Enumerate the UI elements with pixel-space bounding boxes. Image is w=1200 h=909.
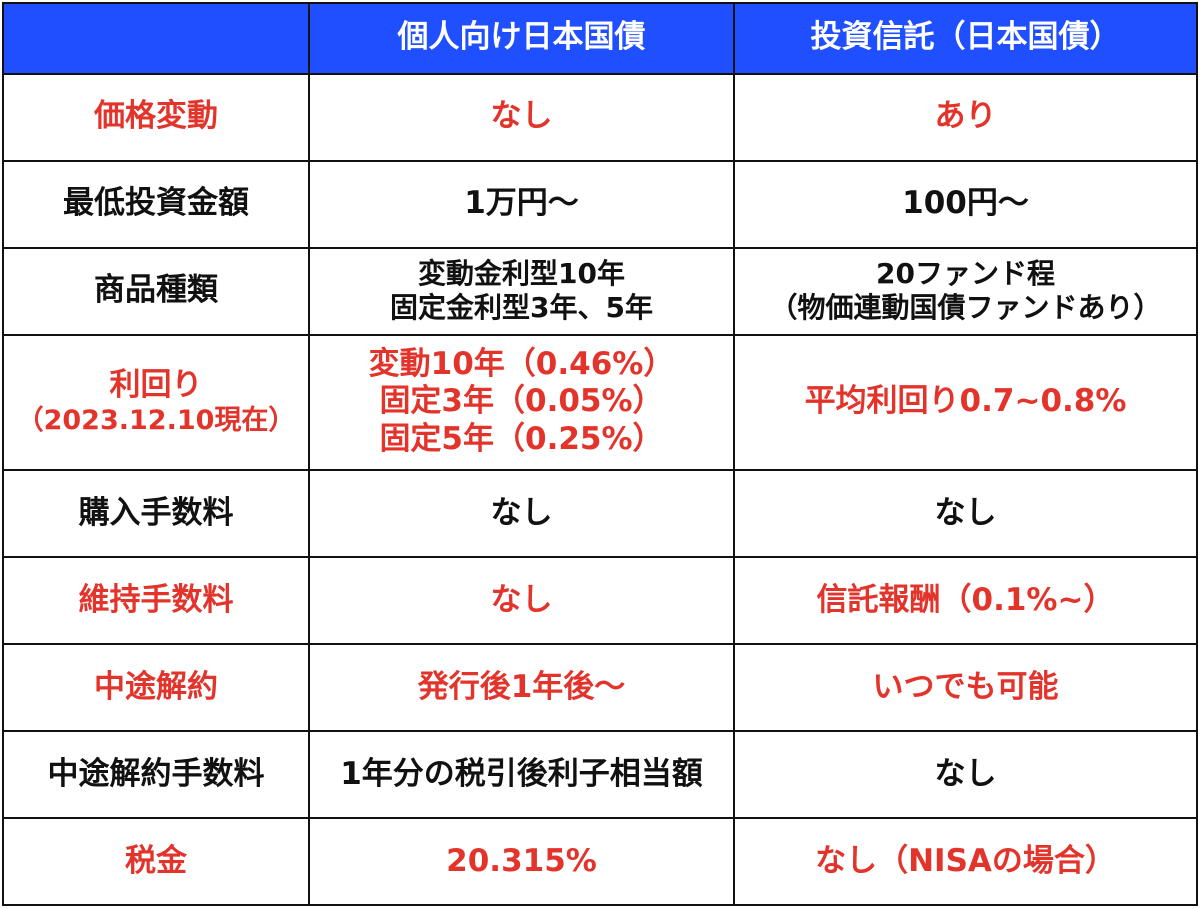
cell-jgb: 1年分の税引後利子相当額 — [308, 730, 735, 819]
cell-fund: 100円～ — [733, 159, 1198, 249]
cell-fund: 信託報酬（0.1%~） — [733, 556, 1198, 646]
row-label: 最低投資金額 — [2, 159, 310, 249]
row-label: 中途解約 — [2, 643, 310, 732]
cell-fund: なし — [733, 469, 1198, 559]
row-yield: 利回り （2023.12.10現在） 変動10年（0.46%） 固定3年（0.0… — [2, 333, 1198, 472]
row-minimum-investment: 最低投資金額 1万円～ 100円～ — [2, 159, 1198, 249]
cell-line: 固定3年（0.05%） — [379, 383, 664, 420]
row-label-date: （2023.12.10現在） — [16, 404, 296, 436]
cell-fund: 20ファンド程 （物価連動国債ファンドあり） — [733, 246, 1198, 336]
row-label: 価格変動 — [2, 72, 310, 162]
row-cancellation-fee: 中途解約手数料 1年分の税引後利子相当額 なし — [2, 730, 1198, 819]
cell-fund: なし — [733, 730, 1198, 819]
cell-jgb: 発行後1年後～ — [308, 643, 735, 732]
cell-fund: 平均利回り0.7~0.8% — [733, 333, 1198, 472]
cell-line: 20ファンド程 — [876, 257, 1055, 290]
cell-jgb: 1万円～ — [308, 159, 735, 249]
header-empty-cell — [2, 2, 310, 75]
cell-jgb: 20.315% — [308, 816, 735, 907]
row-purchase-fee: 購入手数料 なし なし — [2, 469, 1198, 559]
cell-line: 固定5年（0.25%） — [379, 421, 664, 458]
row-maintenance-fee: 維持手数料 なし 信託報酬（0.1%~） — [2, 556, 1198, 646]
row-label: 利回り （2023.12.10現在） — [2, 333, 310, 472]
cell-fund: あり — [733, 72, 1198, 162]
cell-jgb: 変動10年（0.46%） 固定3年（0.05%） 固定5年（0.25%） — [308, 333, 735, 472]
row-label: 購入手数料 — [2, 469, 310, 559]
cell-line: 固定金利型3年、5年 — [390, 291, 653, 325]
cell-line: 変動金利型10年 — [418, 257, 625, 290]
row-product-types: 商品種類 変動金利型10年 固定金利型3年、5年 20ファンド程 （物価連動国債… — [2, 246, 1198, 336]
row-label: 商品種類 — [2, 246, 310, 336]
cell-fund: いつでも可能 — [733, 643, 1198, 732]
row-early-cancellation: 中途解約 発行後1年後～ いつでも可能 — [2, 643, 1198, 732]
row-tax: 税金 20.315% なし（NISAの場合） — [2, 816, 1198, 907]
header-row: 個人向け日本国債 投資信託（日本国債） — [2, 2, 1198, 75]
header-fund: 投資信託（日本国債） — [733, 2, 1198, 75]
cell-line: 変動10年（0.46%） — [368, 345, 675, 382]
row-label: 税金 — [2, 816, 310, 907]
cell-jgb: なし — [308, 556, 735, 646]
row-label-main: 利回り — [109, 367, 203, 404]
row-label: 中途解約手数料 — [2, 730, 310, 819]
row-price-fluctuation: 価格変動 なし あり — [2, 72, 1198, 162]
cell-line: （物価連動国債ファンドあり） — [769, 291, 1162, 325]
cell-jgb: なし — [308, 469, 735, 559]
cell-jgb: 変動金利型10年 固定金利型3年、5年 — [308, 246, 735, 336]
header-jgb: 個人向け日本国債 — [308, 2, 735, 75]
cell-fund: なし（NISAの場合） — [733, 816, 1198, 907]
cell-jgb: なし — [308, 72, 735, 162]
row-label: 維持手数料 — [2, 556, 310, 646]
